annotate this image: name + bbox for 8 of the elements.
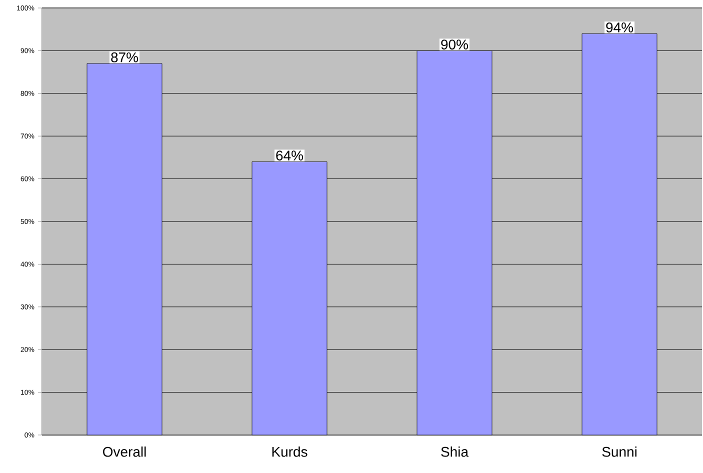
data-label: 90% xyxy=(441,40,468,50)
x-tick-label: Kurds xyxy=(272,446,308,457)
x-tick-label: Overall xyxy=(102,446,146,457)
data-label: 64% xyxy=(276,150,304,161)
data-label: 87% xyxy=(111,52,138,62)
x-tick-label: Shia xyxy=(441,446,469,457)
data-label: 94% xyxy=(606,22,634,32)
x-tick-label: Sunni xyxy=(602,446,636,457)
